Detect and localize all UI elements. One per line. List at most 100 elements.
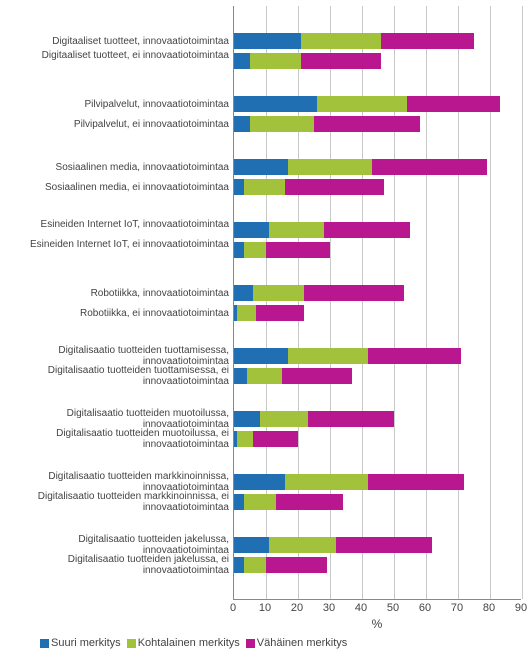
bar-segment	[237, 431, 253, 447]
bar-segment	[285, 474, 368, 490]
bar-segment	[244, 242, 266, 258]
bar-segment	[288, 348, 368, 364]
category-label: Sosiaalinen media, ei innovaatiotoiminta…	[4, 182, 229, 193]
bar-segment	[381, 33, 474, 49]
bar-segment	[276, 494, 343, 510]
legend-item: Kohtalainen merkitys	[127, 637, 240, 649]
x-tick-label: 10	[253, 602, 277, 614]
legend-item: Suuri merkitys	[40, 637, 121, 649]
bar-segment	[314, 116, 420, 132]
legend-item: Vähäinen merkitys	[246, 637, 348, 649]
x-tick-label: 0	[221, 602, 245, 614]
bar-segment	[237, 305, 256, 321]
x-tick-label: 50	[381, 602, 405, 614]
bar-segment	[336, 537, 432, 553]
legend-swatch	[127, 639, 136, 648]
grid-line	[298, 6, 299, 599]
bar-segment	[282, 368, 352, 384]
bar-segment	[301, 33, 381, 49]
grid-line	[330, 6, 331, 599]
grid-line	[266, 6, 267, 599]
bar-segment	[253, 431, 298, 447]
category-label: Sosiaalinen media, innovaatiotoimintaa	[4, 162, 229, 173]
bar-segment	[266, 557, 327, 573]
bar-segment	[234, 116, 250, 132]
bar-segment	[247, 368, 282, 384]
x-tick-label: 80	[477, 602, 501, 614]
category-label: Esineiden Internet IoT, innovaatiotoimin…	[4, 219, 229, 230]
bar-segment	[368, 474, 464, 490]
bar-segment	[260, 411, 308, 427]
bar-segment	[317, 96, 407, 112]
bar-segment	[368, 348, 461, 364]
bar-segment	[269, 537, 336, 553]
legend-swatch	[40, 639, 49, 648]
bar-segment	[234, 474, 285, 490]
bar-segment	[285, 179, 384, 195]
x-tick-label: 20	[285, 602, 309, 614]
category-label: Digitalisaatio tuotteiden markkinoinniss…	[4, 471, 229, 493]
bar-segment	[234, 557, 244, 573]
category-label: Robotiikka, ei innovaatiotoimintaa	[4, 308, 229, 319]
category-label: Digitalisaatio tuotteiden jakelussa, inn…	[4, 534, 229, 556]
bar-segment	[250, 53, 301, 69]
category-label: Digitalisaatio tuotteiden muotoilussa, e…	[4, 428, 229, 450]
bar-segment	[234, 368, 247, 384]
bar-segment	[324, 222, 410, 238]
category-label: Pilvipalvelut, innovaatiotoimintaa	[4, 99, 229, 110]
x-tick-label: 40	[349, 602, 373, 614]
bar-segment	[234, 494, 244, 510]
bar-segment	[234, 33, 301, 49]
bar-segment	[407, 96, 500, 112]
bar-segment	[304, 285, 403, 301]
bar-segment	[253, 285, 304, 301]
bar-segment	[244, 494, 276, 510]
legend-label: Suuri merkitys	[51, 637, 121, 649]
bar-segment	[269, 222, 323, 238]
grid-line	[458, 6, 459, 599]
bar-segment	[308, 411, 394, 427]
x-axis-label: %	[233, 617, 521, 631]
bar-segment	[234, 537, 269, 553]
bar-segment	[234, 285, 253, 301]
bar-segment	[234, 96, 317, 112]
x-tick-label: 60	[413, 602, 437, 614]
category-label: Robotiikka, innovaatiotoimintaa	[4, 288, 229, 299]
stacked-bar-chart: Digitaaliset tuotteet, innovaatiotoimint…	[0, 0, 529, 661]
category-label: Digitaaliset tuotteet, ei innovaatiotoim…	[4, 50, 229, 61]
bar-segment	[250, 116, 314, 132]
category-label: Digitalisaatio tuotteiden tuottamisessa,…	[4, 345, 229, 367]
bar-segment	[234, 179, 244, 195]
bar-segment	[301, 53, 381, 69]
x-tick-label: 90	[509, 602, 529, 614]
bar-segment	[234, 411, 260, 427]
bar-segment	[244, 557, 266, 573]
bar-segment	[234, 348, 288, 364]
category-label: Esineiden Internet IoT, ei innovaatiotoi…	[4, 239, 229, 250]
bar-segment	[234, 242, 244, 258]
bar-segment	[266, 242, 330, 258]
grid-line	[522, 6, 523, 599]
category-label: Digitaaliset tuotteet, innovaatiotoimint…	[4, 36, 229, 47]
category-label: Digitalisaatio tuotteiden markkinoinniss…	[4, 491, 229, 513]
x-tick-label: 70	[445, 602, 469, 614]
legend-swatch	[246, 639, 255, 648]
category-label: Digitalisaatio tuotteiden muotoilussa, i…	[4, 408, 229, 430]
category-label: Digitalisaatio tuotteiden jakelussa, ei …	[4, 554, 229, 576]
bar-segment	[288, 159, 371, 175]
bar-segment	[234, 159, 288, 175]
grid-line	[394, 6, 395, 599]
legend-label: Vähäinen merkitys	[257, 637, 348, 649]
bar-segment	[372, 159, 487, 175]
plot-area	[233, 6, 521, 600]
category-label: Pilvipalvelut, ei innovaatiotoimintaa	[4, 119, 229, 130]
grid-line	[362, 6, 363, 599]
grid-line	[490, 6, 491, 599]
legend-label: Kohtalainen merkitys	[138, 637, 240, 649]
bar-segment	[234, 53, 250, 69]
category-label: Digitalisaatio tuotteiden tuottamisessa,…	[4, 365, 229, 387]
bar-segment	[256, 305, 304, 321]
legend: Suuri merkitys Kohtalainen merkitys Vähä…	[40, 637, 521, 649]
bar-segment	[234, 222, 269, 238]
x-tick-label: 30	[317, 602, 341, 614]
